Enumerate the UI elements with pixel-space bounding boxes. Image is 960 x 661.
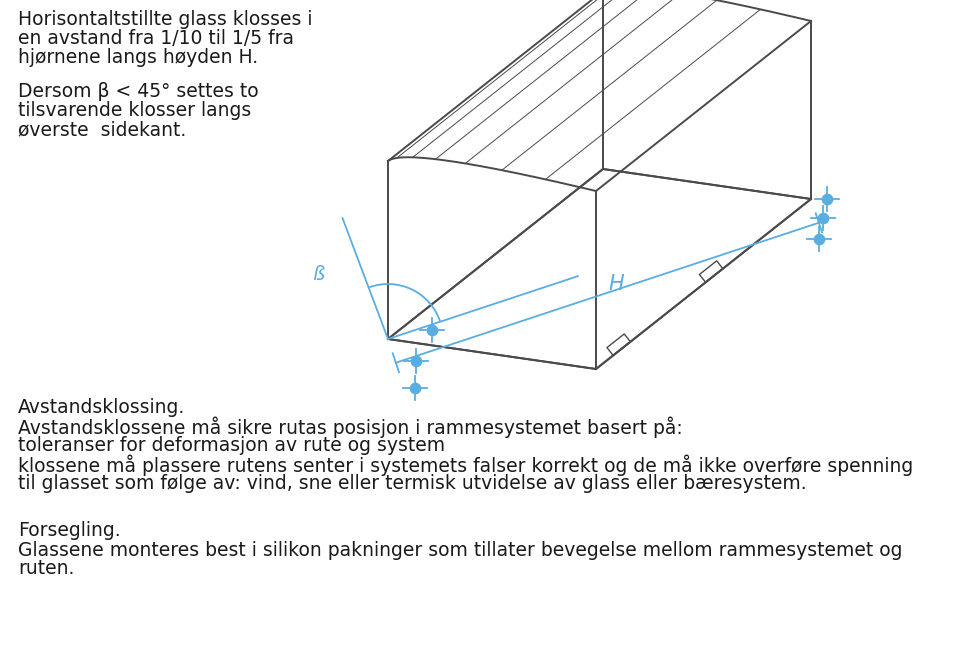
Text: ß: ß — [312, 264, 324, 284]
Point — [815, 213, 830, 223]
Point — [409, 356, 424, 366]
Text: Forsegling.: Forsegling. — [18, 522, 121, 541]
Text: hjørnene langs høyden H.: hjørnene langs høyden H. — [18, 48, 258, 67]
Point — [811, 233, 827, 244]
Text: klossene må plassere rutens senter i systemets falser korrekt og de må ikke over: klossene må plassere rutens senter i sys… — [18, 455, 913, 477]
Text: ruten.: ruten. — [18, 559, 74, 578]
Text: Avstandsklossene må sikre rutas posisjon i rammesystemet basert på:: Avstandsklossene må sikre rutas posisjon… — [18, 417, 683, 438]
Text: øverste  sidekant.: øverste sidekant. — [18, 120, 186, 139]
Text: Avstandsklossing.: Avstandsklossing. — [18, 398, 185, 417]
Text: til glasset som følge av: vind, sne eller termisk utvidelse av glass eller bæres: til glasset som følge av: vind, sne elle… — [18, 474, 806, 493]
Text: toleranser for deformasjon av rute og system: toleranser for deformasjon av rute og sy… — [18, 436, 445, 455]
Point — [407, 383, 422, 393]
Text: H: H — [609, 274, 625, 293]
Point — [424, 325, 440, 335]
Point — [819, 194, 834, 204]
Text: tilsvarende klosser langs: tilsvarende klosser langs — [18, 101, 252, 120]
Text: Glassene monteres best i silikon pakninger som tillater bevegelse mellom rammesy: Glassene monteres best i silikon pakning… — [18, 541, 902, 559]
Text: Dersom β < 45° settes to: Dersom β < 45° settes to — [18, 82, 258, 101]
Text: en avstand fra 1/10 til 1/5 fra: en avstand fra 1/10 til 1/5 fra — [18, 29, 294, 48]
Text: Horisontaltstillte glass klosses i: Horisontaltstillte glass klosses i — [18, 10, 313, 29]
